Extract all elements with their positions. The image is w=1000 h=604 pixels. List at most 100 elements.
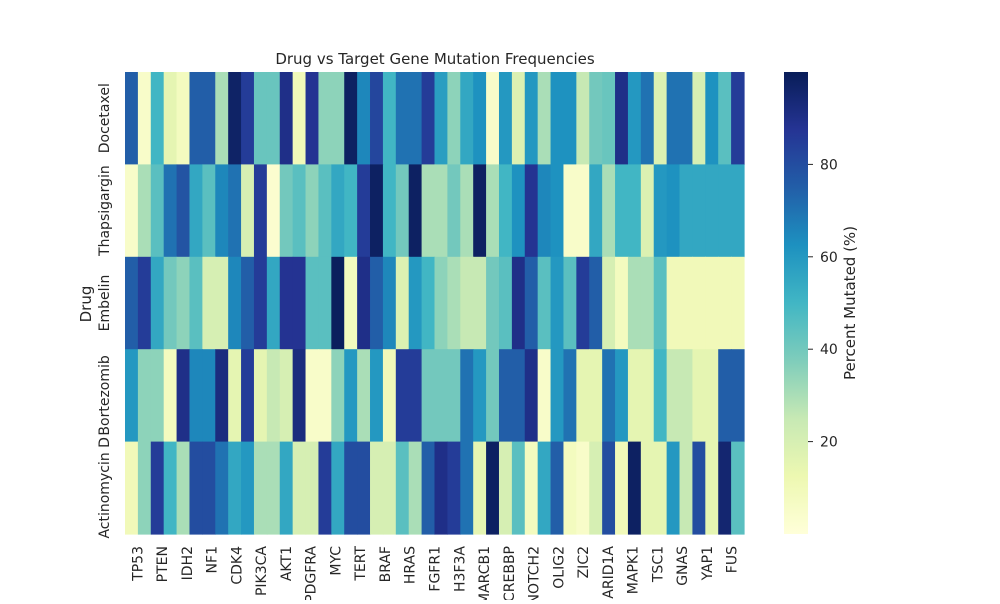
colorbar-tick-label: 60 <box>820 250 838 266</box>
x-tick-label: MYC <box>329 546 345 576</box>
heatmap-cell <box>627 256 642 350</box>
heatmap-cell <box>215 164 229 258</box>
heatmap-cell <box>460 349 474 443</box>
heatmap-cell <box>524 349 539 443</box>
heatmap-cell <box>498 256 513 350</box>
heatmap-cell <box>215 256 229 350</box>
heatmap-cell <box>279 164 294 258</box>
heatmap-cell <box>370 164 384 258</box>
x-tick-label: FUS <box>725 546 741 573</box>
heatmap-cell <box>382 349 397 443</box>
x-tick-labels: TP53 PTEN IDH2 NF1 CDK4 PIK3CA AKT1 PDGFRA MYC TE… <box>130 546 741 604</box>
heatmap-cell <box>627 441 642 535</box>
heatmap-cell <box>382 164 397 258</box>
heatmap-cell <box>163 72 178 165</box>
heatmap-cell <box>473 256 487 350</box>
heatmap-cell <box>563 72 577 165</box>
heatmap-cell <box>550 349 565 443</box>
heatmap-cell <box>705 164 719 258</box>
heatmap-cell <box>176 349 191 443</box>
heatmap-cell <box>266 441 281 535</box>
heatmap-cell <box>511 164 526 258</box>
heatmap-cell <box>718 256 732 350</box>
heatmap-cell <box>447 164 461 258</box>
heatmap-cell <box>176 256 191 350</box>
heatmap-cell <box>305 349 320 443</box>
x-tick-label: PIK3CA <box>254 546 270 596</box>
heatmap-cell <box>421 349 436 443</box>
heatmap-cell <box>163 256 178 350</box>
heatmap-cell <box>421 256 436 350</box>
heatmap-cell <box>602 349 616 443</box>
heatmap-cell <box>718 349 732 443</box>
heatmap-cell <box>640 72 655 165</box>
heatmap-cell <box>447 441 461 535</box>
heatmap-cell <box>705 256 719 350</box>
heatmap-cell <box>279 72 294 165</box>
heatmap-cell <box>318 164 332 258</box>
heatmap-cell <box>253 441 268 535</box>
heatmap-cell <box>292 349 307 443</box>
heatmap-cell <box>486 256 500 350</box>
heatmap-cell <box>202 164 216 258</box>
heatmap-cell <box>137 441 152 535</box>
x-tick-label: CREBBP <box>502 546 518 600</box>
heatmap-cell <box>150 349 165 443</box>
heatmap-cell <box>228 349 242 443</box>
heatmap-cell <box>653 349 668 443</box>
heatmap-cell <box>150 164 165 258</box>
heatmap-cell <box>486 349 500 443</box>
heatmap-cell <box>679 164 694 258</box>
heatmap-cell <box>357 441 371 535</box>
x-tick-label: IDH2 <box>180 546 196 580</box>
heatmap-cell <box>524 441 539 535</box>
heatmap-cell <box>292 441 307 535</box>
heatmap-cell <box>460 164 474 258</box>
heatmap-cell <box>370 256 384 350</box>
heatmap-cell <box>370 441 384 535</box>
heatmap-cell <box>640 164 655 258</box>
heatmap-cell <box>357 164 371 258</box>
heatmap-cell <box>228 441 242 535</box>
heatmap-cell <box>163 441 178 535</box>
heatmap-cell <box>395 164 410 258</box>
heatmap-cell <box>653 72 668 165</box>
heatmap-cell <box>215 441 229 535</box>
x-tick-label: PTEN <box>155 546 171 582</box>
heatmap-cell <box>266 72 281 165</box>
heatmap-cell <box>705 72 719 165</box>
heatmap-cell <box>305 441 320 535</box>
heatmap-cell <box>292 256 307 350</box>
x-tick-label: CDK4 <box>229 546 245 585</box>
heatmap-cell <box>460 72 474 165</box>
heatmap-cell <box>718 441 732 535</box>
heatmap-cell <box>434 349 448 443</box>
heatmap-cell <box>498 164 513 258</box>
heatmap-cell <box>511 441 526 535</box>
heatmap-cell <box>589 72 603 165</box>
colorbar-ticks: 20 40 60 80 <box>808 157 838 451</box>
heatmap-cell <box>125 256 139 350</box>
heatmap-cell <box>498 72 513 165</box>
colorbar <box>784 72 808 534</box>
heatmap-cell <box>473 441 487 535</box>
heatmap-cell <box>615 164 629 258</box>
heatmap-cell <box>421 72 436 165</box>
heatmap-cell <box>395 349 410 443</box>
heatmap-cell <box>241 441 255 535</box>
heatmap-cell <box>537 349 552 443</box>
heatmap-cell <box>486 441 500 535</box>
heatmap-cell <box>615 72 629 165</box>
heatmap-cell <box>370 349 384 443</box>
heatmap-cell <box>253 349 268 443</box>
heatmap-cell <box>563 256 577 350</box>
heatmap-cell <box>705 349 719 443</box>
heatmap-cell <box>550 72 565 165</box>
heatmap-cell <box>563 441 577 535</box>
x-tick-label: TSC1 <box>650 546 666 583</box>
heatmap-cell <box>279 441 294 535</box>
heatmap-cell <box>666 349 681 443</box>
heatmap-cell <box>344 349 358 443</box>
heatmap-cell <box>589 441 603 535</box>
heatmap-cell <box>640 349 655 443</box>
